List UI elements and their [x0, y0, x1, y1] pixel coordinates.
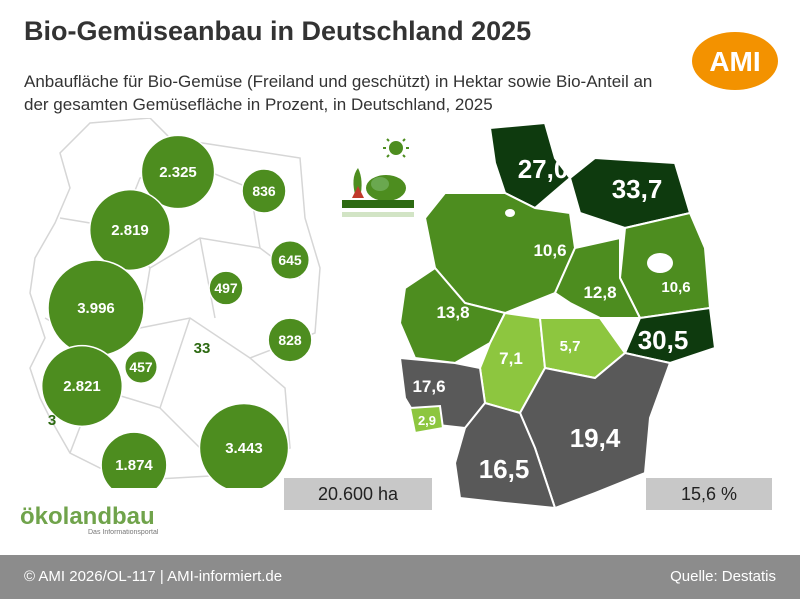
bubble-6: [267, 317, 313, 363]
state-layer: [398, 121, 717, 510]
total-hectares: 20.600 ha: [284, 478, 432, 510]
page-title: Bio-Gemüseanbau in Deutschland 2025: [24, 16, 532, 46]
region-label-sachsen-anhalt: 10,6: [533, 241, 566, 260]
bubble-label-0: 2.325: [159, 164, 197, 181]
bubble-2: [241, 168, 287, 214]
bubble-3: [269, 239, 311, 281]
footer: © AMI 2026/OL-117 | AMI-informiert.de Qu…: [0, 555, 800, 599]
region-label-thueringen: 5,7: [560, 338, 581, 355]
region-label-hessen: 7,1: [499, 349, 523, 368]
region-label-mecklenburg: 33,7: [612, 174, 663, 204]
state-sachsen: [623, 306, 717, 365]
ami-logo-text: AMI: [709, 46, 760, 77]
bubble-8: [40, 344, 124, 428]
state-berlin: [647, 253, 673, 273]
bubble-label-2: 836: [252, 183, 276, 199]
bubble-label-3: 645: [278, 252, 302, 268]
state-saarland: [408, 404, 445, 435]
footer-source: Quelle: Destatis: [670, 568, 776, 585]
bubble-layer: 2.325 2.819 836 645 497 3.996 828 457 2.821 3.443…: [40, 134, 313, 488]
bubble-label-4: 497: [214, 280, 238, 296]
region-label-saarland: 2,9: [418, 413, 436, 428]
footer-copyright: © AMI 2026/OL-117 | AMI-informiert.de: [24, 568, 283, 585]
region-label-bayern: 19,4: [570, 423, 621, 453]
bubble-1: [88, 188, 172, 272]
oekolandbau-tagline: Das Informationsportal: [88, 529, 159, 536]
bubble-9: [198, 402, 290, 488]
region-value-labels: 27,0 33,7 10,6 12,8 10,6 13,8 30,5 7,1 5…: [412, 154, 690, 484]
bubble-label-7: 457: [129, 359, 153, 375]
bubble-label-8: 2.821: [63, 378, 101, 395]
region-label-schleswig-holstein: 27,0: [518, 154, 569, 184]
region-label-rheinland-pfalz: 17,6: [412, 377, 445, 396]
oekolandbau-logo-text: ökolandbau: [20, 503, 155, 530]
total-share: 15,6 %: [646, 478, 772, 510]
ami-logo: AMI: [692, 32, 778, 90]
bubble-label-6: 828: [278, 332, 302, 348]
state-hamburg: [505, 209, 515, 217]
small-value-label-33: 33: [194, 340, 211, 357]
right-map-share: 27,0 33,7 10,6 12,8 10,6 13,8 30,5 7,1 5…: [398, 121, 717, 510]
page-subtitle: Anbaufläche für Bio-Gemüse (Freiland und…: [24, 72, 653, 114]
small-value-label-3: 3: [48, 412, 56, 429]
state-schleswig-holstein: [488, 121, 572, 210]
state-baden-wuerttemberg: [453, 401, 557, 510]
bubble-label-10: 1.874: [115, 457, 153, 474]
bubble-label-5: 3.996: [77, 300, 115, 317]
bubble-label-9: 3.443: [225, 440, 263, 457]
region-label-brandenburg: 10,6: [661, 279, 690, 296]
sun-icon: [389, 141, 403, 155]
oekolandbau-logo: ökolandbau Das Informationsportal: [20, 503, 159, 536]
vegetable-icon: [342, 138, 414, 217]
left-map-hectares: 2.325 2.819 836 645 497 3.996 828 457 2.821 3.443…: [29, 118, 321, 488]
region-label-sachsen: 30,5: [638, 325, 689, 355]
bubble-label-1: 2.819: [111, 222, 149, 239]
state-sachsen-anhalt: [553, 236, 642, 319]
bubble-10: [100, 431, 168, 488]
region-label-baden-wuerttemberg: 16,5: [479, 454, 530, 484]
region-label-sachsen-anhalt-2: 12,8: [583, 283, 616, 302]
bubble-7: [124, 350, 158, 384]
bubble-0: [140, 134, 216, 210]
region-label-niedersachsen: 13,8: [436, 303, 469, 322]
bubble-4: [208, 270, 244, 306]
